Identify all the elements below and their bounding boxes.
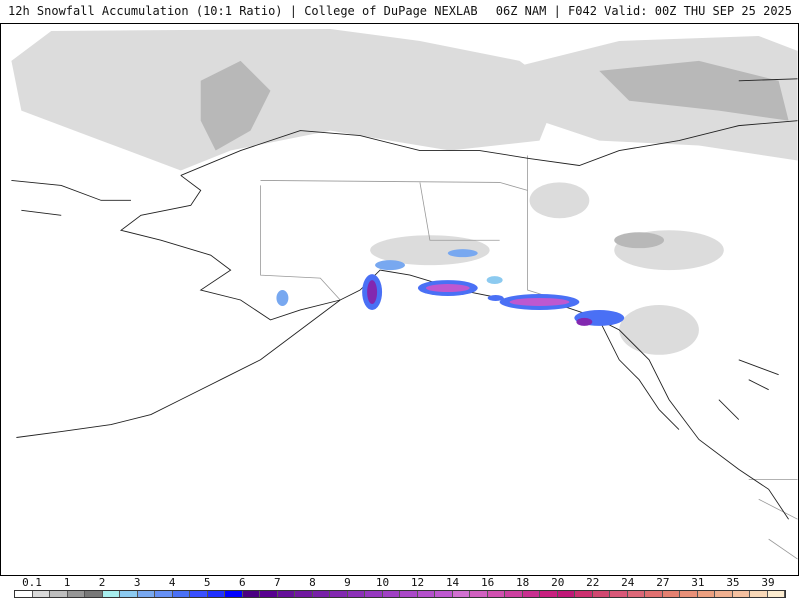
model-run-info: 06Z NAM | F042 Valid: 00Z THU SEP 25 202…	[495, 4, 792, 18]
legend-swatch	[592, 591, 610, 597]
legend-swatch	[295, 591, 313, 597]
legend-swatch	[172, 591, 190, 597]
legend-swatch	[767, 591, 785, 597]
legend-swatch	[610, 591, 628, 597]
legend-swatch	[435, 591, 453, 597]
color-scale-legend	[14, 590, 786, 598]
legend-swatch	[207, 591, 225, 597]
legend-label: 16	[480, 576, 495, 589]
legend-swatch	[102, 591, 120, 597]
legend-swatch	[522, 591, 540, 597]
legend-swatch	[120, 591, 138, 597]
legend-swatch	[155, 591, 173, 597]
legend-swatch	[470, 591, 488, 597]
legend-label: 7	[274, 576, 281, 589]
legend-swatch	[645, 591, 663, 597]
legend-swatch	[505, 591, 523, 597]
map-title: 12h Snowfall Accumulation (10:1 Ratio) |…	[8, 4, 478, 18]
legend-swatch	[312, 591, 330, 597]
legend-label: 18	[516, 576, 530, 589]
legend-swatch	[750, 591, 768, 597]
legend-swatch	[575, 591, 593, 597]
legend-swatch	[732, 591, 750, 597]
legend-label: 35	[726, 576, 740, 589]
legend-swatch	[697, 591, 715, 597]
legend-swatch	[382, 591, 400, 597]
legend-swatch	[557, 591, 575, 597]
legend-label: 20	[551, 576, 565, 589]
legend-swatch	[85, 591, 103, 597]
legend-swatch	[365, 591, 383, 597]
legend-label: 8	[309, 576, 316, 589]
legend-label: 3	[133, 576, 141, 589]
legend-swatch	[347, 591, 365, 597]
coastlines	[11, 78, 798, 520]
political-boundaries	[260, 155, 798, 560]
legend-label: 27	[656, 576, 670, 589]
legend-swatch	[627, 591, 645, 597]
legend-swatch	[32, 591, 50, 597]
legend-swatch	[715, 591, 733, 597]
legend-swatch	[67, 591, 85, 597]
legend-swatch	[15, 591, 33, 597]
legend-swatch	[277, 591, 295, 597]
legend-label: 2	[98, 576, 106, 589]
legend-labels: 0.1 1 2 3 4 5 6 7 8 9 10 12 14 16 18 20 22 24 27 31 35 39	[14, 576, 786, 589]
legend-swatch	[330, 591, 348, 597]
legend-label: 9	[344, 576, 351, 589]
legend-label: 39	[761, 576, 775, 589]
legend-label: 24	[621, 576, 635, 589]
snowfall-map	[0, 23, 799, 576]
legend-label: 1	[63, 576, 71, 589]
legend-label: 0.1	[22, 576, 42, 589]
legend-label: 12	[410, 576, 425, 589]
moderate-snow-shading	[200, 60, 789, 249]
legend-swatch	[190, 591, 208, 597]
heavy-snow-bands	[276, 249, 625, 326]
legend-label: 22	[586, 576, 600, 589]
legend-label: 6	[238, 576, 246, 589]
legend-label: 4	[168, 576, 176, 589]
legend-swatch	[137, 591, 155, 597]
legend-swatch	[50, 591, 68, 597]
legend-swatch	[662, 591, 680, 597]
legend-swatch	[242, 591, 260, 597]
legend-swatch	[540, 591, 558, 597]
legend-swatch	[452, 591, 470, 597]
legend-swatch	[487, 591, 505, 597]
legend-label: 5	[203, 576, 211, 589]
legend-label: 14	[445, 576, 460, 589]
legend-label: 10	[375, 576, 390, 589]
legend-label: 31	[691, 576, 705, 589]
legend-swatch	[225, 591, 243, 597]
legend-swatch	[400, 591, 418, 597]
legend-swatch	[260, 591, 278, 597]
legend-swatch	[417, 591, 435, 597]
legend-swatch	[680, 591, 698, 597]
